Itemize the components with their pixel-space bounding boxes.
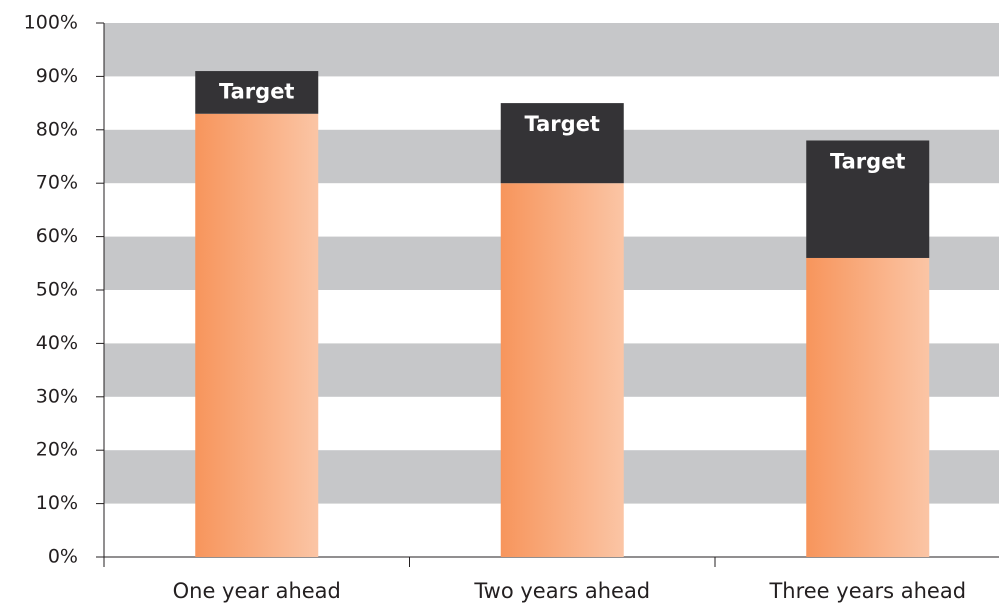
x-tick-label: One year ahead <box>173 579 341 603</box>
segment-label: Target <box>525 112 600 136</box>
x-tick-label: Three years ahead <box>768 579 966 603</box>
y-tick-label: 0% <box>48 546 78 568</box>
bar-segment <box>195 113 319 557</box>
bar-segment <box>806 257 930 557</box>
y-tick-label: 50% <box>36 279 78 301</box>
grid-band <box>104 23 999 77</box>
y-tick-label: 70% <box>36 172 78 194</box>
y-tick-label: 40% <box>36 332 78 354</box>
segment-label: Target <box>830 149 905 173</box>
bar-segment <box>806 140 930 258</box>
y-tick-label: 100% <box>24 12 78 34</box>
x-tick-label: Two years ahead <box>473 579 650 603</box>
y-tick-label: 90% <box>36 65 78 87</box>
segment-label: Target <box>219 79 294 103</box>
y-tick-label: 20% <box>36 439 78 461</box>
y-tick-label: 10% <box>36 492 78 514</box>
y-tick-label: 80% <box>36 118 78 140</box>
bar-segment <box>195 71 319 114</box>
y-tick-label: 60% <box>36 225 78 247</box>
bar-segment <box>500 183 624 557</box>
bar-segment <box>500 103 624 184</box>
y-tick-label: 30% <box>36 385 78 407</box>
